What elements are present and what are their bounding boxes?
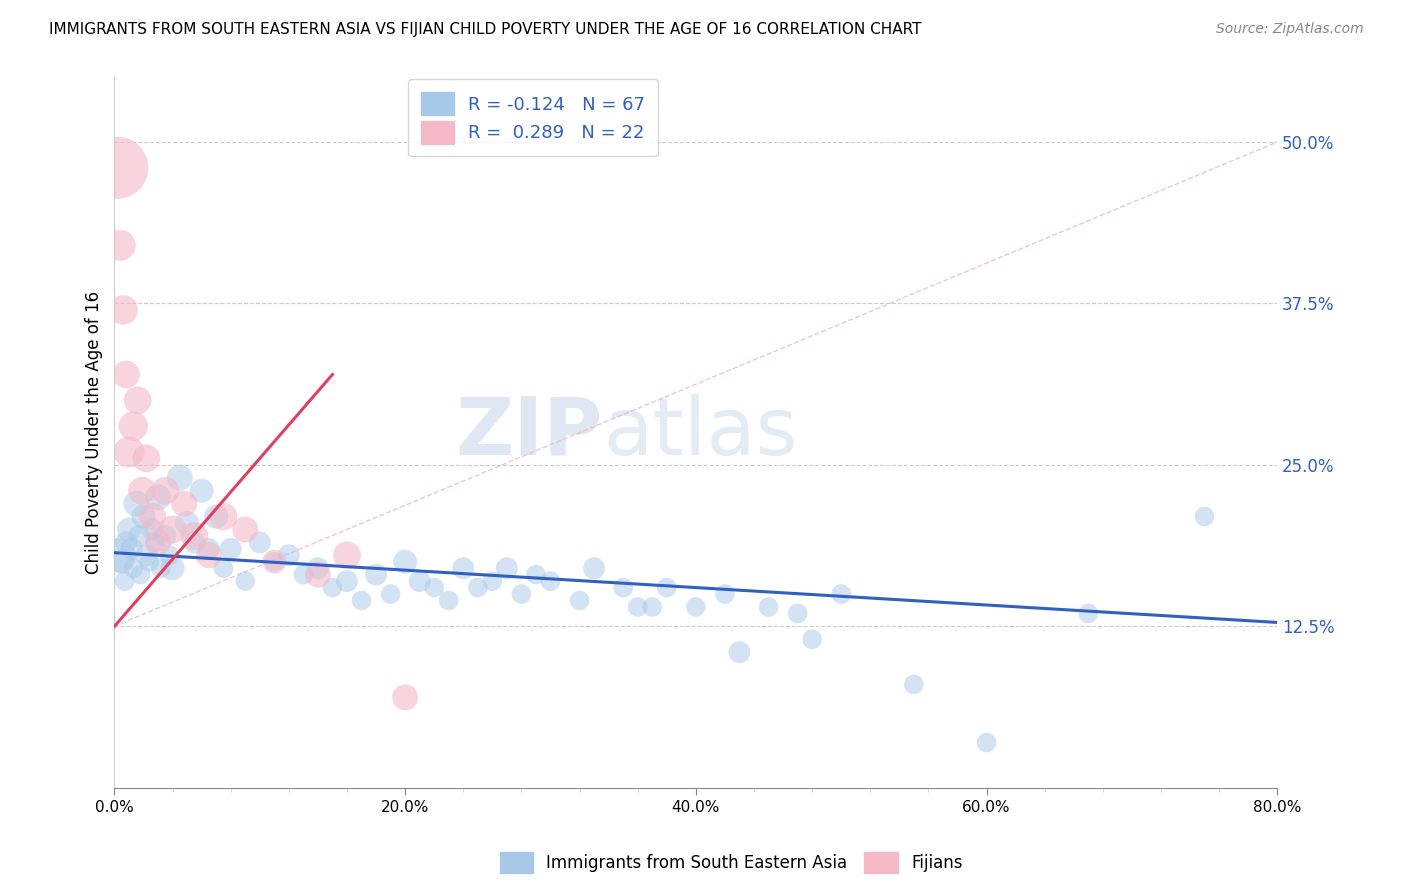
Point (132, 509, 155, 524)
Point (380, 587, 402, 601)
Point (198, 549, 221, 563)
Point (212, 509, 235, 524)
Point (307, 561, 329, 575)
Point (263, 555, 285, 569)
Point (233, 523, 256, 537)
Point (641, 599, 664, 614)
Point (162, 561, 184, 575)
Text: Source: ZipAtlas.com: Source: ZipAtlas.com (1216, 22, 1364, 37)
Point (524, 567, 547, 582)
Point (118, 445, 141, 459)
Point (976, 735, 998, 749)
Point (129, 567, 152, 582)
Point (111, 555, 134, 569)
Point (786, 607, 808, 621)
Point (141, 509, 163, 524)
Point (143, 535, 166, 549)
Point (159, 549, 181, 563)
Point (114, 574, 136, 588)
Point (146, 490, 169, 504)
Point (830, 587, 852, 601)
Point (321, 581, 343, 595)
Point (481, 574, 503, 588)
Point (249, 535, 271, 549)
Point (801, 632, 824, 647)
Legend: Immigrants from South Eastern Asia, Fijians: Immigrants from South Eastern Asia, Fiji… (494, 846, 969, 880)
Point (176, 516, 198, 530)
Text: atlas: atlas (603, 393, 797, 472)
Point (122, 561, 145, 575)
Point (364, 567, 387, 582)
Point (758, 599, 780, 614)
Legend: R = -0.124   N = 67, R =  0.289   N = 22: R = -0.124 N = 67, R = 0.289 N = 22 (408, 79, 658, 156)
Point (121, 541, 143, 556)
Point (714, 587, 737, 601)
Point (149, 561, 172, 575)
Point (183, 529, 205, 543)
Point (903, 677, 925, 691)
Point (568, 593, 591, 607)
Point (408, 574, 430, 588)
Point (110, 238, 132, 252)
Point (292, 567, 315, 582)
Point (212, 561, 235, 575)
Point (467, 581, 489, 595)
Point (219, 541, 242, 556)
Point (685, 599, 707, 614)
Point (115, 535, 138, 549)
Point (173, 497, 195, 511)
Point (612, 581, 634, 595)
Point (169, 471, 191, 485)
Point (627, 599, 650, 614)
Point (155, 529, 177, 543)
Point (118, 523, 141, 537)
Point (112, 302, 135, 317)
Point (233, 574, 256, 588)
Point (128, 529, 150, 543)
Y-axis label: Child Poverty Under the Age of 16: Child Poverty Under the Age of 16 (86, 291, 103, 574)
Point (205, 509, 228, 524)
Point (131, 483, 153, 498)
Point (263, 555, 285, 569)
Point (451, 561, 474, 575)
Point (115, 368, 138, 382)
Point (394, 690, 416, 705)
Point (198, 541, 221, 556)
Point (336, 574, 359, 588)
Point (162, 523, 184, 537)
Point (307, 567, 329, 582)
Point (394, 555, 416, 569)
Point (350, 593, 373, 607)
Text: ZIP: ZIP (456, 393, 603, 472)
Point (107, 549, 129, 563)
Point (183, 535, 205, 549)
Point (155, 483, 177, 498)
Point (655, 581, 678, 595)
Point (138, 555, 160, 569)
Point (1077, 607, 1099, 621)
Point (423, 581, 446, 595)
Point (127, 393, 149, 408)
Point (141, 523, 163, 537)
Point (1194, 509, 1216, 524)
Point (540, 574, 562, 588)
Point (437, 593, 460, 607)
Point (510, 587, 533, 601)
Point (583, 561, 606, 575)
Point (728, 645, 751, 659)
Point (277, 549, 299, 563)
Point (135, 549, 157, 563)
Text: IMMIGRANTS FROM SOUTH EASTERN ASIA VS FIJIAN CHILD POVERTY UNDER THE AGE OF 16 C: IMMIGRANTS FROM SOUTH EASTERN ASIA VS FI… (49, 22, 922, 37)
Point (496, 561, 519, 575)
Point (105, 161, 128, 175)
Point (125, 497, 148, 511)
Point (336, 549, 359, 563)
Point (135, 451, 157, 466)
Point (122, 419, 145, 434)
Point (190, 483, 212, 498)
Point (146, 535, 169, 549)
